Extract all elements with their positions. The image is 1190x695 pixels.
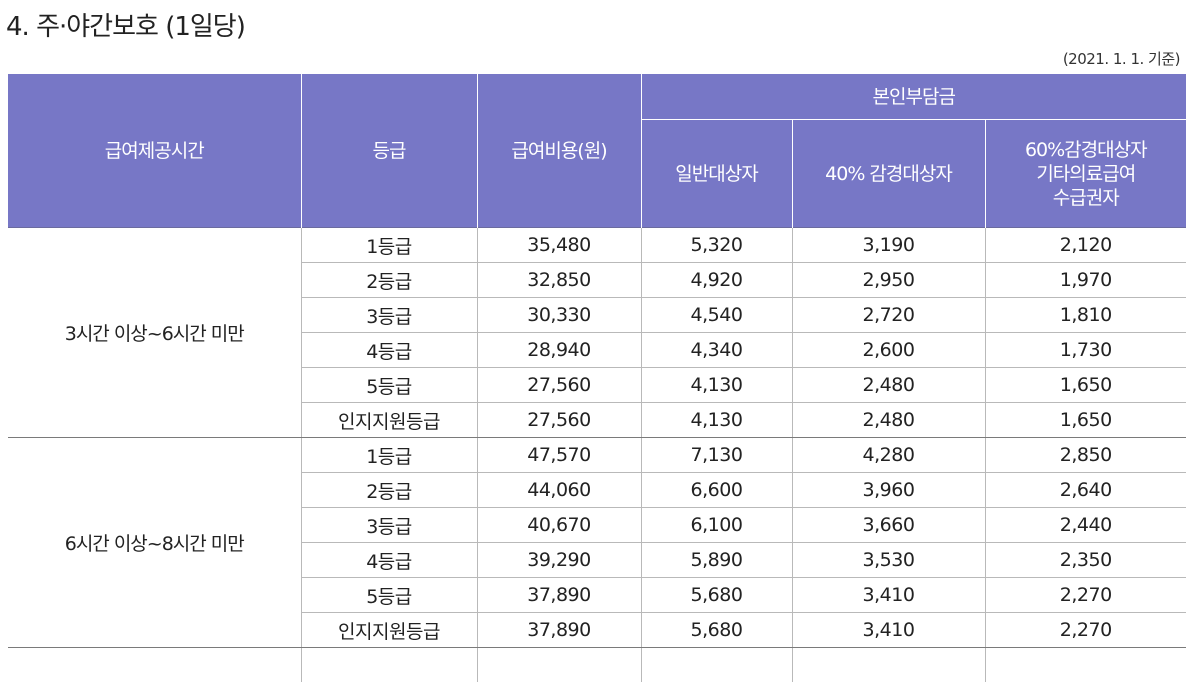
time-range-cell: 6시간 이상~8시간 미만 [8, 437, 301, 648]
empty-cell [791, 647, 985, 682]
header-cost: 급여비용(원) [476, 74, 641, 228]
header-time: 급여제공시간 [8, 74, 301, 228]
basis-date: (2021. 1. 1. 기준) [1062, 50, 1181, 68]
general-cell: 4,920 [640, 262, 792, 298]
empty-cell [984, 647, 1187, 682]
general-cell: 6,600 [640, 472, 792, 508]
general-cell: 4,540 [640, 297, 792, 333]
reduced60-cell: 2,440 [984, 507, 1187, 543]
header-reduced60-line: 수급권자 [1052, 186, 1120, 209]
reduced60-cell: 2,640 [984, 472, 1187, 508]
cost-cell: 32,850 [476, 262, 641, 298]
reduced40-cell: 2,480 [791, 367, 985, 403]
reduced60-cell: 1,650 [984, 367, 1187, 403]
reduced40-cell: 3,660 [791, 507, 985, 543]
table-row: 4등급 28,940 4,340 2,600 1,730 [8, 332, 1187, 368]
time-range-cell: 3시간 이상~6시간 미만 [8, 227, 301, 438]
table-row: 2등급 32,850 4,920 2,950 1,970 [8, 262, 1187, 298]
general-cell: 5,680 [640, 577, 792, 613]
grade-cell: 인지지원등급 [300, 402, 477, 438]
copay-table: 급여제공시간 등급 급여비용(원) 본인부담금 일반대상자 40% 감경대상자 … [8, 74, 1187, 683]
reduced60-cell: 2,270 [984, 612, 1187, 648]
grade-cell: 1등급 [300, 227, 477, 263]
general-cell: 4,340 [640, 332, 792, 368]
reduced40-cell: 2,600 [791, 332, 985, 368]
reduced60-cell: 1,650 [984, 402, 1187, 438]
reduced40-cell: 3,190 [791, 227, 985, 263]
grade-cell: 4등급 [300, 542, 477, 578]
cost-cell: 44,060 [476, 472, 641, 508]
cost-cell: 37,890 [476, 577, 641, 613]
grade-cell: 2등급 [300, 472, 477, 508]
header-reduced60-line: 60%감경대상자 [1024, 138, 1148, 161]
general-cell: 7,130 [640, 437, 792, 473]
general-cell: 5,680 [640, 612, 792, 648]
reduced40-cell: 3,410 [791, 612, 985, 648]
grade-cell: 3등급 [300, 507, 477, 543]
cost-cell: 47,570 [476, 437, 641, 473]
reduced40-cell: 3,960 [791, 472, 985, 508]
general-cell: 4,130 [640, 367, 792, 403]
general-cell: 6,100 [640, 507, 792, 543]
table-row: 3시간 이상~6시간 미만 1등급 35,480 5,320 3,190 2,120 [8, 227, 1187, 438]
grade-cell: 3등급 [300, 297, 477, 333]
reduced40-cell: 2,950 [791, 262, 985, 298]
cost-cell: 27,560 [476, 367, 641, 403]
header-general: 일반대상자 [640, 119, 792, 228]
general-cell: 4,130 [640, 402, 792, 438]
grade-cell: 인지지원등급 [300, 612, 477, 648]
cost-cell: 35,480 [476, 227, 641, 263]
reduced60-cell: 2,850 [984, 437, 1187, 473]
general-cell: 5,890 [640, 542, 792, 578]
general-cell: 5,320 [640, 227, 792, 263]
header-reduced60-line: 기타의료급여 [1036, 162, 1136, 185]
cost-cell: 28,940 [476, 332, 641, 368]
grade-cell: 2등급 [300, 262, 477, 298]
grade-cell: 5등급 [300, 367, 477, 403]
table-row: 인지지원등급 27,560 4,130 2,480 1,650 [8, 402, 1187, 438]
cost-cell: 30,330 [476, 297, 641, 333]
table-row: 3등급 40,670 6,100 3,660 2,440 [8, 507, 1187, 543]
table-row: 6시간 이상~8시간 미만 1등급 47,570 7,130 4,280 2,850 [8, 437, 1187, 648]
reduced40-cell: 3,530 [791, 542, 985, 578]
cost-cell: 39,290 [476, 542, 641, 578]
empty-cell [640, 647, 792, 682]
table-row: 5등급 27,560 4,130 2,480 1,650 [8, 367, 1187, 403]
header-grade: 등급 [300, 74, 477, 228]
reduced40-cell: 2,480 [791, 402, 985, 438]
table-row: 인지지원등급 37,890 5,680 3,410 2,270 [8, 612, 1187, 648]
table-row: 2등급 44,060 6,600 3,960 2,640 [8, 472, 1187, 508]
table-row: 3등급 30,330 4,540 2,720 1,810 [8, 297, 1187, 333]
cost-cell: 37,890 [476, 612, 641, 648]
empty-cell [8, 648, 301, 683]
empty-cell [476, 647, 641, 682]
empty-cell [300, 647, 477, 682]
reduced40-cell: 3,410 [791, 577, 985, 613]
cost-cell: 27,560 [476, 402, 641, 438]
reduced60-cell: 1,810 [984, 297, 1187, 333]
table-row: 5등급 37,890 5,680 3,410 2,270 [8, 577, 1187, 613]
header-reduced60: 60%감경대상자 기타의료급여 수급권자 [984, 119, 1187, 228]
reduced60-cell: 1,970 [984, 262, 1187, 298]
table-row [8, 647, 1187, 683]
page-title: 4. 주·야간보호 (1일당) [6, 12, 246, 42]
reduced60-cell: 2,270 [984, 577, 1187, 613]
cost-cell: 40,670 [476, 507, 641, 543]
reduced40-cell: 2,720 [791, 297, 985, 333]
grade-cell: 4등급 [300, 332, 477, 368]
table-row: 4등급 39,290 5,890 3,530 2,350 [8, 542, 1187, 578]
grade-cell: 1등급 [300, 437, 477, 473]
reduced40-cell: 4,280 [791, 437, 985, 473]
header-reduced40: 40% 감경대상자 [791, 119, 985, 228]
table-body: 3시간 이상~6시간 미만 1등급 35,480 5,320 3,190 2,120 2등급… [8, 227, 1187, 683]
reduced60-cell: 2,120 [984, 227, 1187, 263]
header-copay-group: 본인부담금 [640, 74, 1187, 120]
grade-cell: 5등급 [300, 577, 477, 613]
reduced60-cell: 1,730 [984, 332, 1187, 368]
reduced60-cell: 2,350 [984, 542, 1187, 578]
